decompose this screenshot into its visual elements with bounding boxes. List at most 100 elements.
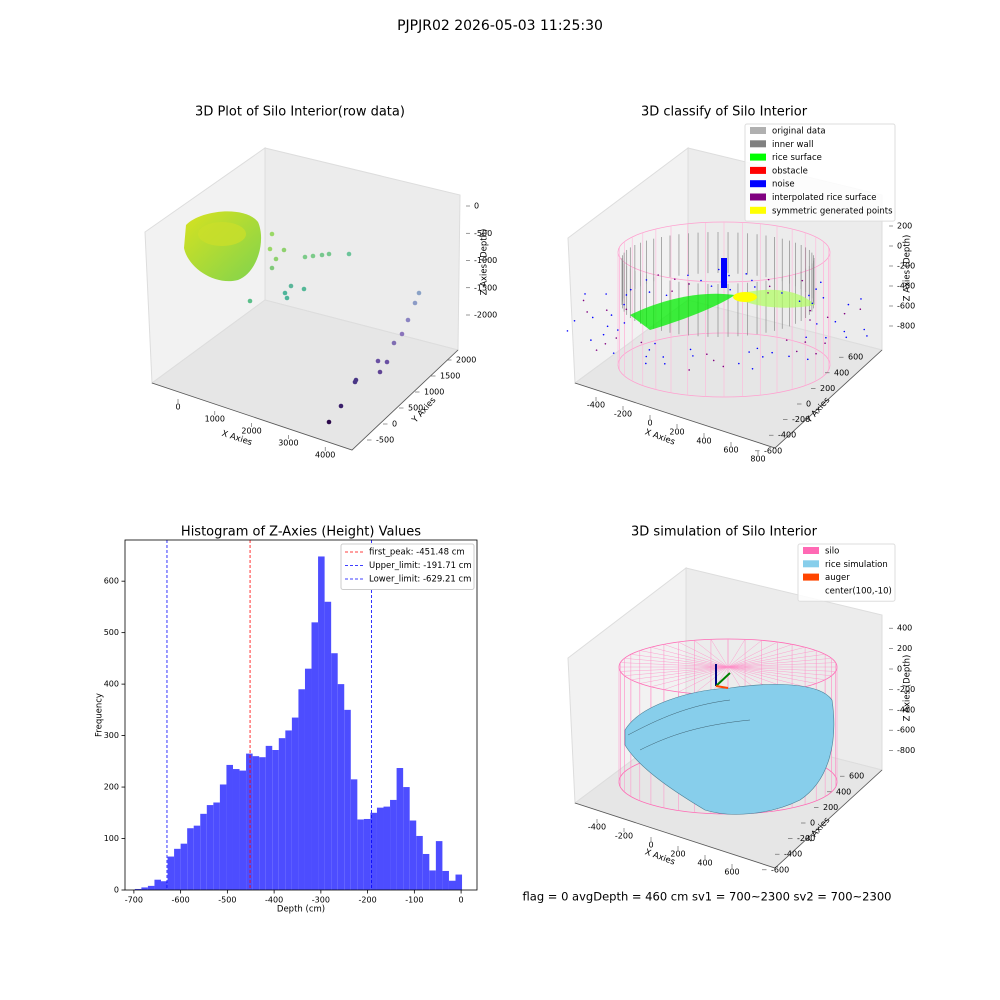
x-tick-label: -400	[265, 896, 283, 905]
x-tick-label: -500	[218, 896, 236, 905]
noise-point	[843, 312, 846, 315]
scatter-point	[247, 298, 253, 304]
x-tick-label: 600	[724, 868, 739, 877]
subplot-3d: 01000200030004000-50005001000150020000-5…	[144, 105, 497, 460]
axis-label: Z Axies (Depth)	[480, 229, 490, 296]
noise-point	[595, 349, 598, 351]
noise-point	[748, 351, 750, 353]
silo-line	[620, 666, 729, 672]
noise-point	[671, 290, 673, 292]
silo-line	[663, 666, 729, 690]
silo-line	[727, 647, 806, 668]
scatter-point	[399, 331, 405, 337]
silo-line	[727, 644, 793, 668]
x-tick-label: -200	[615, 832, 633, 841]
legend-swatch	[803, 560, 819, 568]
noise-point	[688, 283, 690, 285]
noise-point	[604, 342, 607, 345]
legend-label: noise	[772, 180, 795, 190]
bar	[180, 843, 188, 890]
x-tick-label: -200	[614, 410, 632, 419]
noise-point	[623, 322, 626, 324]
bar	[403, 787, 410, 890]
bar	[304, 668, 312, 890]
silo-line	[727, 666, 826, 680]
scatter-point	[346, 251, 352, 257]
noise-point	[866, 335, 868, 337]
z-tick-label: -600	[897, 726, 915, 735]
noise-point	[751, 279, 753, 282]
bar	[435, 841, 443, 890]
bar	[363, 818, 371, 890]
noise-point	[689, 348, 692, 351]
x-axis-label: Depth (cm)	[277, 905, 325, 915]
z-tick-label: -500	[474, 229, 492, 238]
noise-point	[605, 309, 608, 311]
silo-line	[630, 666, 729, 680]
x-tick-label: -400	[588, 823, 606, 832]
y-tick-label: 600	[104, 577, 119, 586]
silo-line	[727, 641, 778, 668]
noise-point	[625, 294, 628, 296]
scatter-point	[412, 300, 418, 306]
bar	[174, 848, 181, 890]
z-tick-label: -800	[897, 322, 915, 331]
noise-point	[806, 358, 809, 361]
noise-point	[745, 273, 748, 275]
bar	[429, 870, 436, 890]
subplot-histogram: -700 -600 -500 -400 -300 -200 -100 0 0 100 200 300 4…	[95, 525, 478, 915]
bar	[239, 770, 247, 890]
x-tick-label: 4000	[315, 451, 335, 460]
noise-point	[645, 355, 648, 358]
noise-cloud	[721, 258, 727, 288]
x-tick-label: 400	[696, 437, 711, 446]
legend-swatch	[750, 153, 766, 161]
noise-point	[710, 285, 713, 287]
bar	[265, 745, 273, 890]
z-tick-label: -400	[897, 705, 915, 714]
scatter-point	[281, 247, 287, 253]
z-tick-label: 400	[897, 624, 912, 633]
x-tick-label: 600	[723, 446, 738, 455]
bar	[442, 870, 449, 890]
plot-frame	[124, 539, 478, 891]
bar	[200, 813, 207, 890]
scatter-point	[269, 231, 275, 237]
axis-line	[574, 769, 883, 869]
y-tick-label: 600	[848, 353, 863, 362]
bar	[141, 887, 148, 890]
scatter-point	[338, 403, 344, 409]
bar	[147, 885, 155, 890]
noise-point	[605, 293, 607, 295]
subplot-title: 3D simulation of Silo Interior	[631, 525, 818, 540]
z-tick-label: -600	[897, 302, 915, 311]
y-tick-label: 500	[408, 404, 423, 413]
bar	[246, 753, 253, 890]
bar	[357, 819, 364, 890]
y-tick-label: -400	[778, 431, 796, 440]
legend-swatch	[750, 206, 766, 214]
noise-point	[663, 362, 666, 365]
bar	[350, 779, 358, 890]
y-tick-label: 400	[104, 680, 119, 689]
noise-point	[612, 352, 615, 354]
x-tick-label: -100	[405, 896, 423, 905]
bar	[409, 820, 417, 890]
legend-swatch	[803, 547, 819, 554]
bar	[154, 879, 161, 890]
scatter-point	[377, 369, 383, 375]
z-tick-label: 200	[897, 644, 912, 653]
scatter-point	[384, 359, 390, 365]
silo-line	[727, 658, 832, 668]
silo-line	[727, 666, 817, 684]
y-tick-label: 200	[823, 803, 838, 812]
bar	[134, 888, 142, 890]
x-tick-label: 0	[648, 841, 653, 850]
bar	[422, 853, 430, 890]
noise-point	[712, 359, 715, 362]
scatter-point	[326, 251, 332, 257]
silo-line	[727, 666, 836, 672]
x-tick-label: -300	[312, 896, 330, 905]
bar	[331, 653, 338, 890]
scatter-point	[273, 256, 279, 262]
